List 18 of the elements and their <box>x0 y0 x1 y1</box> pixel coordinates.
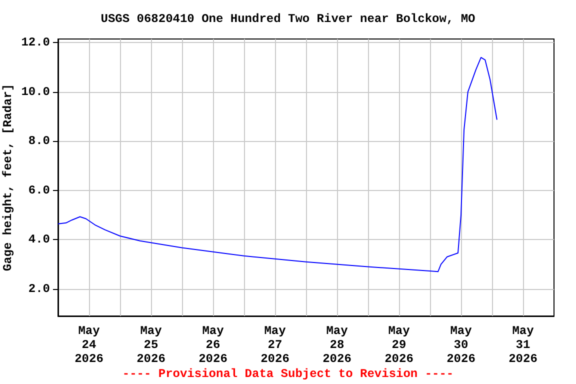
y-tick-label: 6.0 <box>28 183 50 198</box>
text: ---- Provisional Data Subject to Revision ---- <box>122 367 454 381</box>
y-tick-label: 8.0 <box>28 134 50 148</box>
x-tick-label: May 29 2026 <box>384 324 414 366</box>
x-tick-label: May 28 2026 <box>322 324 352 366</box>
y-tick-label: 10.0 <box>21 84 50 99</box>
line-series <box>58 56 498 272</box>
x-tick-label: May 31 2026 <box>508 324 538 366</box>
chart-title: USGS 06820410 One Hundred Two River near Bolckow, MO <box>100 12 476 26</box>
y-tick-label: 4.0 <box>28 232 50 247</box>
y-tick-label: 2.0 <box>28 282 50 296</box>
y-axis-title: Gage height, feet, [Radar] <box>1 84 15 272</box>
x-tick-label: May 26 2026 <box>198 324 228 366</box>
x-tick-label: May 27 2026 <box>260 324 290 366</box>
x-tick-label: May 30 2026 <box>446 324 476 366</box>
y-tick-label: 12.0 <box>21 36 50 50</box>
x-tick-label: May 24 2026 <box>74 324 104 366</box>
x-tick-label: May 25 2026 <box>136 324 166 366</box>
